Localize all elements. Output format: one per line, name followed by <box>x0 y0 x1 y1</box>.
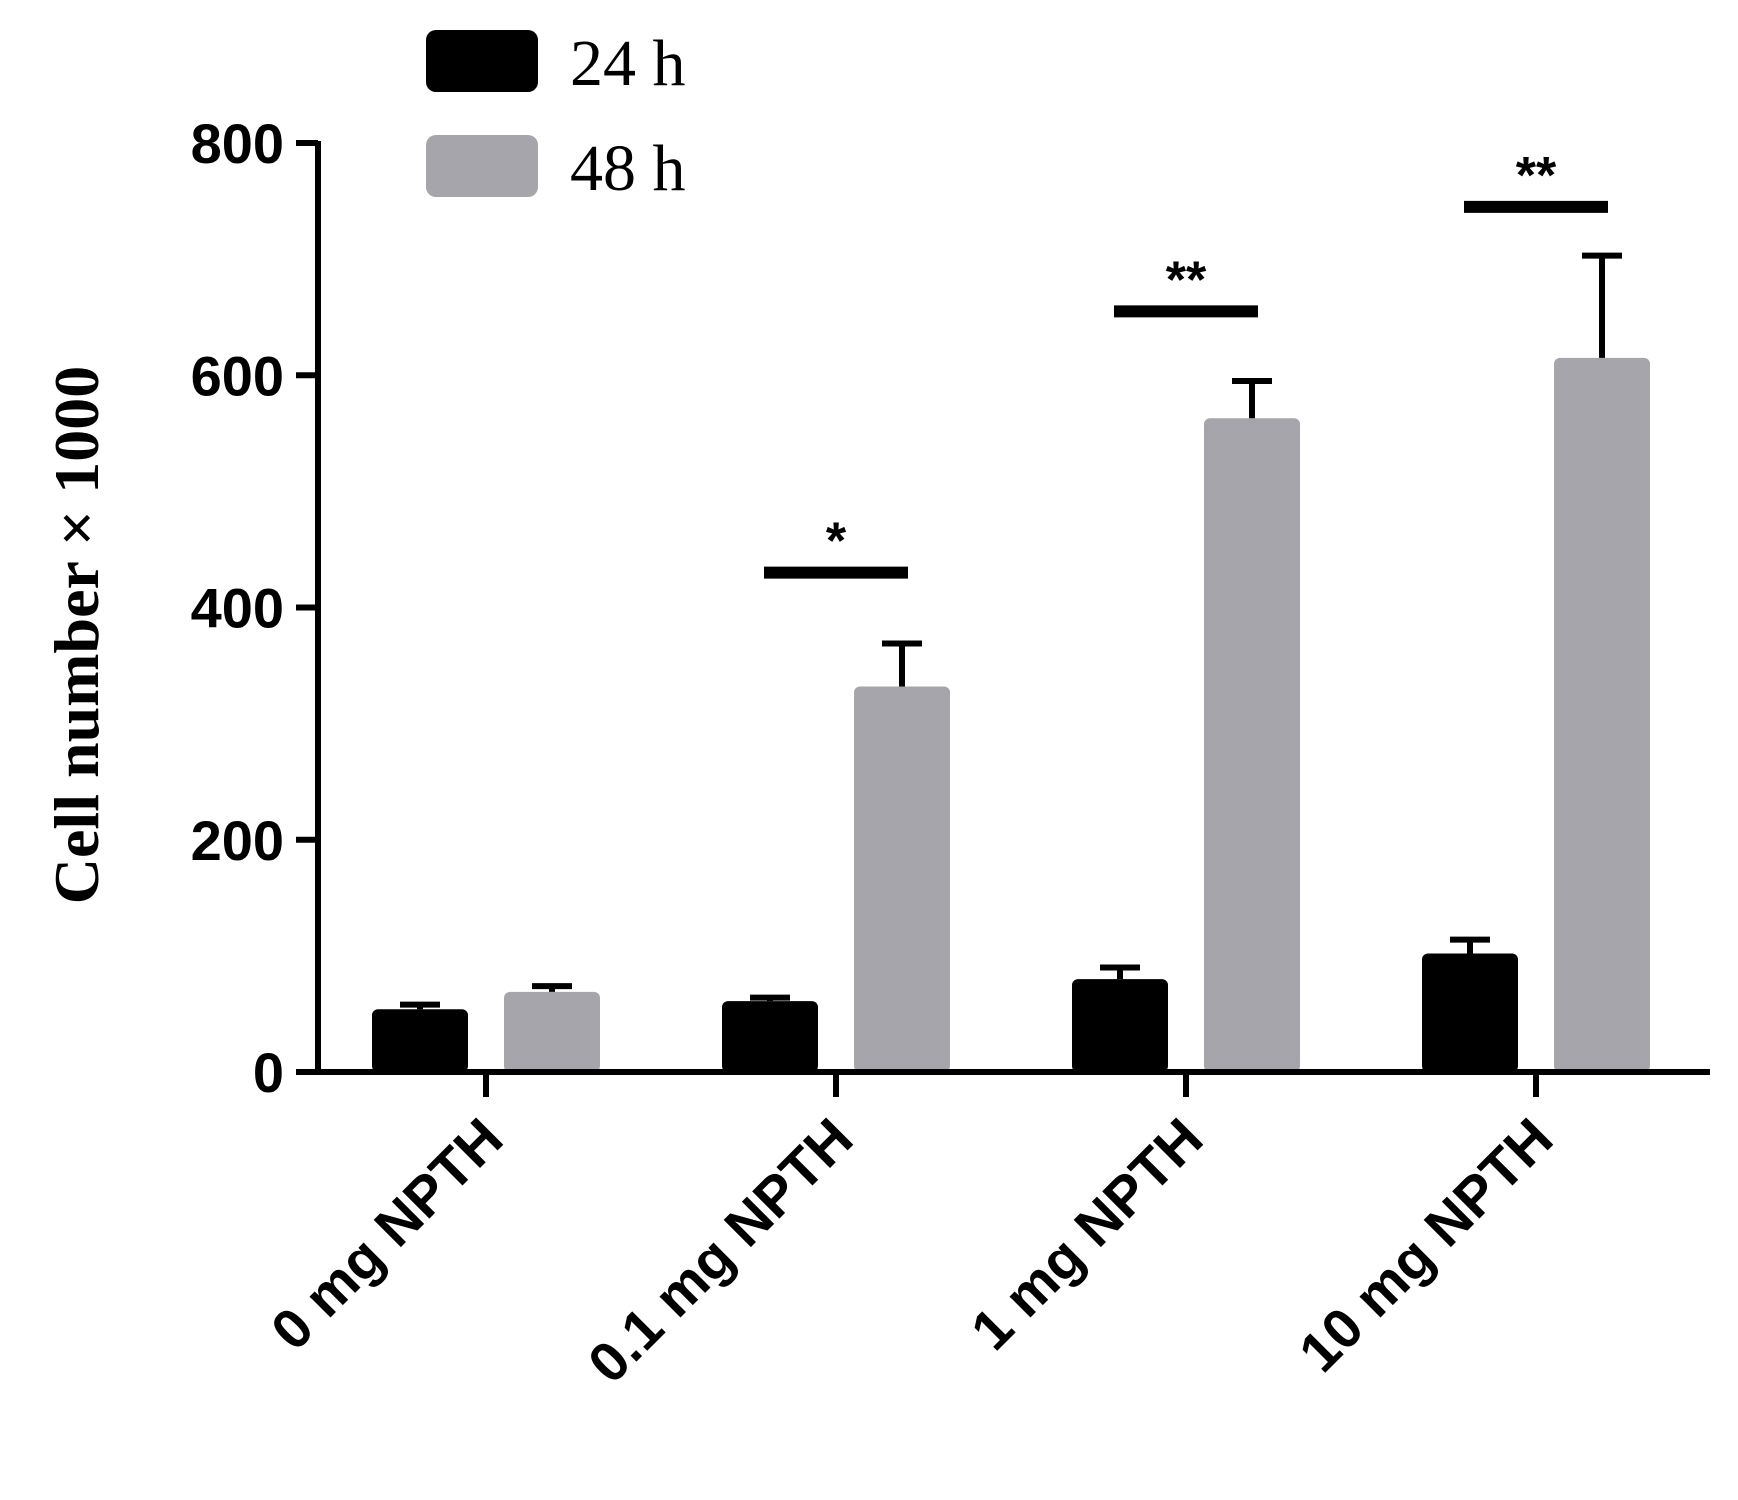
y-axis-title: Cell number × 1000 <box>41 366 112 904</box>
x-tick-label: 0.1 mg NPTH <box>576 1106 865 1395</box>
y-axis: 0 200 400 600 800 <box>191 112 321 1104</box>
x-axis: 0 mg NPTH 0.1 mg NPTH 1 mg NPTH 10 mg NPTH <box>259 1069 1710 1395</box>
bar <box>504 991 600 1072</box>
legend-swatch <box>426 135 538 197</box>
y-tick-label: 400 <box>191 577 284 640</box>
y-tick-label: 600 <box>191 344 284 407</box>
legend-swatch <box>426 30 538 92</box>
legend: 24 h 48 h <box>426 27 686 205</box>
bar <box>1554 357 1650 1072</box>
bar <box>372 1009 468 1072</box>
x-tick-label: 0 mg NPTH <box>259 1106 515 1362</box>
significance-label: ** <box>1516 147 1557 205</box>
bar <box>1422 953 1518 1072</box>
y-tick-label: 800 <box>191 112 284 175</box>
x-tick-label: 10 mg NPTH <box>1287 1106 1565 1384</box>
bar <box>1072 979 1168 1072</box>
y-tick-label: 200 <box>191 809 284 872</box>
significance-label: * <box>826 513 847 571</box>
legend-label: 24 h <box>570 27 686 100</box>
bar <box>854 686 950 1072</box>
y-tick-label: 0 <box>253 1041 284 1104</box>
significance-label: ** <box>1166 251 1207 309</box>
x-tick-label: 1 mg NPTH <box>959 1106 1215 1362</box>
significance-markers: ***** <box>764 147 1608 579</box>
bar <box>722 1001 818 1072</box>
bars <box>372 252 1650 1072</box>
legend-label: 48 h <box>570 132 686 205</box>
bar <box>1204 418 1300 1072</box>
